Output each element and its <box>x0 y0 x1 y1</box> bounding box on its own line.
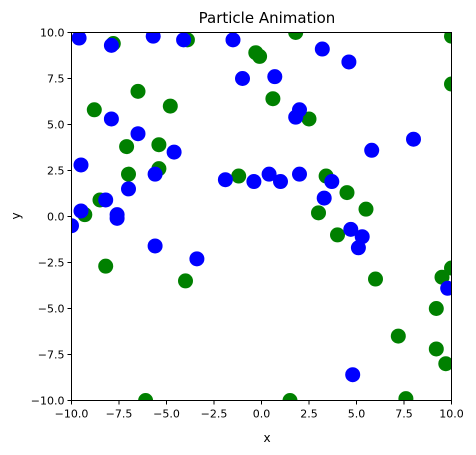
particle-point <box>235 71 250 86</box>
y-axis-label: y <box>9 212 23 219</box>
particle-point <box>444 32 452 44</box>
x-axis-label: x <box>263 431 270 445</box>
y-tick-label: 0.0 <box>47 211 65 224</box>
particle-point <box>265 91 281 107</box>
particle-point <box>73 157 89 173</box>
particle-point <box>282 393 298 401</box>
particle-point <box>428 301 444 316</box>
particle-point <box>428 341 444 357</box>
particle-point <box>341 54 357 70</box>
particle-point <box>71 32 87 46</box>
y-tick-label: −5.0 <box>38 303 65 316</box>
particle-point <box>145 32 161 44</box>
particle-point <box>358 201 374 217</box>
particle-point <box>398 391 414 401</box>
particle-point <box>292 102 307 118</box>
particle-point <box>176 32 192 48</box>
x-tick-label: 5.0 <box>348 408 366 421</box>
x-tick-label: 7.5 <box>395 408 413 421</box>
particle-point <box>440 280 452 296</box>
particle-point <box>98 192 114 208</box>
particle-point <box>345 367 361 383</box>
particle-point <box>267 69 283 85</box>
particle-point <box>103 37 119 53</box>
particle-point <box>231 168 247 184</box>
particle-point <box>316 190 332 206</box>
particle-point <box>339 185 355 201</box>
plot-area <box>71 32 452 401</box>
x-tick-label: 10.0 <box>439 408 464 421</box>
particle-point <box>178 273 193 289</box>
particle-point <box>147 166 163 182</box>
particle-point <box>406 131 421 147</box>
x-tick-label: −7.5 <box>106 408 133 421</box>
particle-point <box>434 269 450 285</box>
particle-point <box>73 203 89 219</box>
particle-point <box>343 221 359 237</box>
particle-point <box>390 328 406 344</box>
particle-point <box>301 111 317 127</box>
particle-point <box>288 32 304 40</box>
particle-point <box>273 174 288 190</box>
x-tick-label: −2.5 <box>201 408 228 421</box>
particle-point <box>217 172 233 188</box>
x-tick-label: 0.0 <box>253 408 271 421</box>
particle-point <box>138 393 154 401</box>
particle-point <box>225 32 241 48</box>
particle-point <box>151 137 167 153</box>
particle-point <box>121 166 136 182</box>
y-tick-label: −2.5 <box>38 257 65 270</box>
y-tick-label: 7.5 <box>47 73 65 86</box>
plot-frame <box>71 32 452 401</box>
particle-point <box>162 98 178 114</box>
particle-point <box>130 126 146 142</box>
particle-point <box>246 174 262 190</box>
particle-point <box>438 356 452 372</box>
particle-point <box>109 210 125 226</box>
particle-point <box>147 238 163 254</box>
particle-point <box>166 144 182 160</box>
particle-point <box>103 111 119 127</box>
particle-point <box>368 271 383 287</box>
particle-point <box>189 251 205 267</box>
particle-point <box>121 181 136 197</box>
x-tick-label: −5.0 <box>153 408 180 421</box>
x-tick-label: −10.0 <box>55 408 89 421</box>
particle-point <box>71 218 79 234</box>
y-tick-label: −7.5 <box>38 349 65 362</box>
particle-point <box>261 166 277 182</box>
particle-point <box>98 258 114 274</box>
particle-point <box>330 227 345 243</box>
particle-point <box>119 139 135 155</box>
particle-point <box>314 41 330 57</box>
particle-point <box>292 166 307 182</box>
y-tick-label: 5.0 <box>47 119 65 132</box>
chart-title: Particle Animation <box>199 9 336 27</box>
x-tick-label: 2.5 <box>300 408 318 421</box>
particle-point <box>252 48 268 64</box>
y-tick-label: 2.5 <box>47 165 65 178</box>
particle-point <box>311 205 326 221</box>
particle-point <box>354 229 370 245</box>
axis-ticks: −10.0 −7.5 −5.0 −2.5 0.0 2.5 5.0 7.5 10.0 −10.0 −7… <box>31 27 464 421</box>
particle-point <box>444 260 452 276</box>
particle-point <box>364 142 380 158</box>
particle-point <box>130 83 146 99</box>
particle-point <box>86 102 102 118</box>
y-tick-label: −10.0 <box>31 395 65 408</box>
y-tick-label: 10.0 <box>40 27 65 40</box>
particle-point <box>444 76 452 92</box>
particle-point <box>324 174 340 190</box>
